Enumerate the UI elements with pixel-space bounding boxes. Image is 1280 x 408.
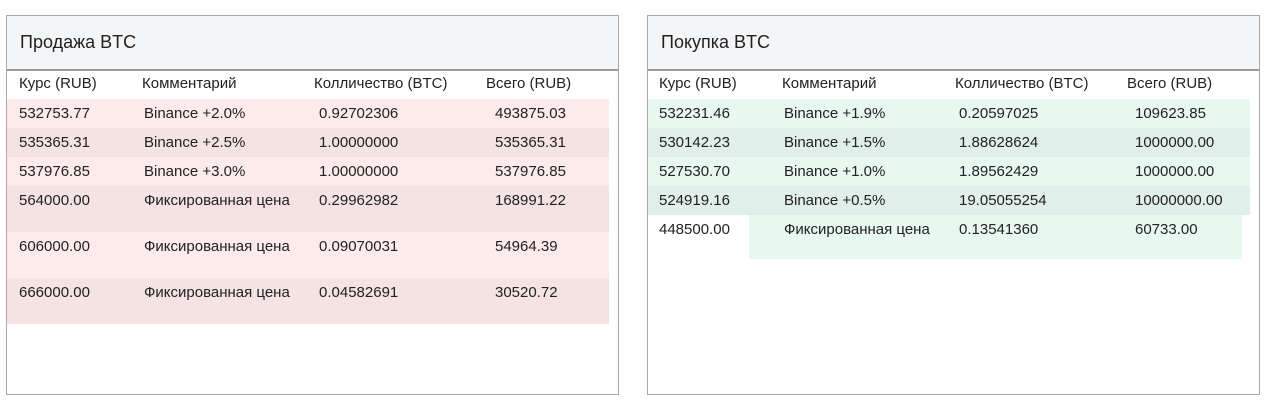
buy-orders-panel: Покупка BTC Курс (RUB) Комментарий Колли… [647, 15, 1260, 395]
column-header-rate: Курс (RUB) [659, 75, 737, 92]
cell-comment: Фиксированная цена [144, 238, 290, 255]
cell-total: 109623.85 [1135, 105, 1206, 122]
cell-rate: 448500.00 [659, 221, 730, 238]
cell-total: 60733.00 [1135, 221, 1198, 238]
cell-amount: 1.89562429 [959, 163, 1039, 180]
cell-rate: 535365.31 [19, 134, 90, 151]
table-row[interactable]: 535365.31 Binance +2.5% 1.00000000 53536… [7, 128, 609, 157]
column-header-amount: Колличество (BTC) [314, 75, 448, 92]
cell-comment: Фиксированная цена [144, 192, 290, 209]
table-row[interactable]: 537976.85 Binance +3.0% 1.00000000 53797… [7, 157, 609, 186]
table-row[interactable]: 530142.23 Binance +1.5% 1.88628624 10000… [648, 128, 1250, 157]
cell-rate: 532231.46 [659, 105, 730, 122]
cell-total: 54964.39 [495, 238, 558, 255]
column-header-comment: Комментарий [782, 75, 877, 92]
row-highlight [749, 215, 1242, 259]
buy-panel-title: Покупка BTC [648, 16, 1259, 71]
cell-comment: Binance +1.5% [784, 134, 886, 151]
table-row[interactable]: 606000.00 Фиксированная цена 0.09070031 … [7, 232, 609, 278]
cell-total: 30520.72 [495, 284, 558, 301]
cell-total: 1000000.00 [1135, 134, 1215, 151]
table-row[interactable]: 532753.77 Binance +2.0% 0.92702306 49387… [7, 99, 609, 128]
cell-comment: Binance +2.0% [144, 105, 246, 122]
cell-total: 10000000.00 [1135, 192, 1223, 209]
buy-table-body: 532231.46 Binance +1.9% 0.20597025 10962… [648, 99, 1259, 259]
cell-comment: Binance +0.5% [784, 192, 886, 209]
cell-total: 493875.03 [495, 105, 566, 122]
column-header-total: Всего (RUB) [1127, 75, 1213, 92]
cell-comment: Binance +1.0% [784, 163, 886, 180]
sell-table-header: Курс (RUB) Комментарий Колличество (BTC)… [7, 71, 618, 99]
cell-total: 537976.85 [495, 163, 566, 180]
table-row[interactable]: 524919.16 Binance +0.5% 19.05055254 1000… [648, 186, 1250, 215]
cell-amount: 1.00000000 [319, 163, 399, 180]
column-header-rate: Курс (RUB) [19, 75, 97, 92]
cell-amount: 0.20597025 [959, 105, 1039, 122]
table-row[interactable]: 564000.00 Фиксированная цена 0.29962982 … [7, 186, 609, 232]
cell-comment: Фиксированная цена [784, 221, 930, 238]
table-row[interactable]: 527530.70 Binance +1.0% 1.89562429 10000… [648, 157, 1250, 186]
table-row[interactable]: 448500.00 Фиксированная цена 0.13541360 … [648, 215, 1250, 259]
cell-rate: 532753.77 [19, 105, 90, 122]
cell-comment: Binance +2.5% [144, 134, 246, 151]
cell-rate: 564000.00 [19, 192, 90, 209]
cell-total: 1000000.00 [1135, 163, 1215, 180]
sell-table-body: 532753.77 Binance +2.0% 0.92702306 49387… [7, 99, 618, 324]
cell-amount: 0.92702306 [319, 105, 399, 122]
column-header-comment: Комментарий [142, 75, 237, 92]
table-row[interactable]: 666000.00 Фиксированная цена 0.04582691 … [7, 278, 609, 324]
sell-orders-panel: Продажа BTC Курс (RUB) Комментарий Колли… [6, 15, 619, 395]
cell-amount: 0.04582691 [319, 284, 399, 301]
column-header-total: Всего (RUB) [486, 75, 572, 92]
cell-rate: 666000.00 [19, 284, 90, 301]
column-header-amount: Колличество (BTC) [955, 75, 1089, 92]
cell-total: 168991.22 [495, 192, 566, 209]
cell-rate: 524919.16 [659, 192, 730, 209]
cell-rate: 606000.00 [19, 238, 90, 255]
cell-comment: Фиксированная цена [144, 284, 290, 301]
cell-amount: 19.05055254 [959, 192, 1047, 209]
sell-panel-title: Продажа BTC [7, 16, 618, 71]
cell-amount: 0.29962982 [319, 192, 399, 209]
cell-comment: Binance +1.9% [784, 105, 886, 122]
cell-rate: 530142.23 [659, 134, 730, 151]
cell-amount: 0.13541360 [959, 221, 1039, 238]
buy-table-header: Курс (RUB) Комментарий Колличество (BTC)… [648, 71, 1259, 99]
cell-comment: Binance +3.0% [144, 163, 246, 180]
cell-amount: 0.09070031 [319, 238, 399, 255]
cell-rate: 537976.85 [19, 163, 90, 180]
table-row[interactable]: 532231.46 Binance +1.9% 0.20597025 10962… [648, 99, 1250, 128]
cell-total: 535365.31 [495, 134, 566, 151]
cell-amount: 1.88628624 [959, 134, 1039, 151]
cell-amount: 1.00000000 [319, 134, 399, 151]
cell-rate: 527530.70 [659, 163, 730, 180]
